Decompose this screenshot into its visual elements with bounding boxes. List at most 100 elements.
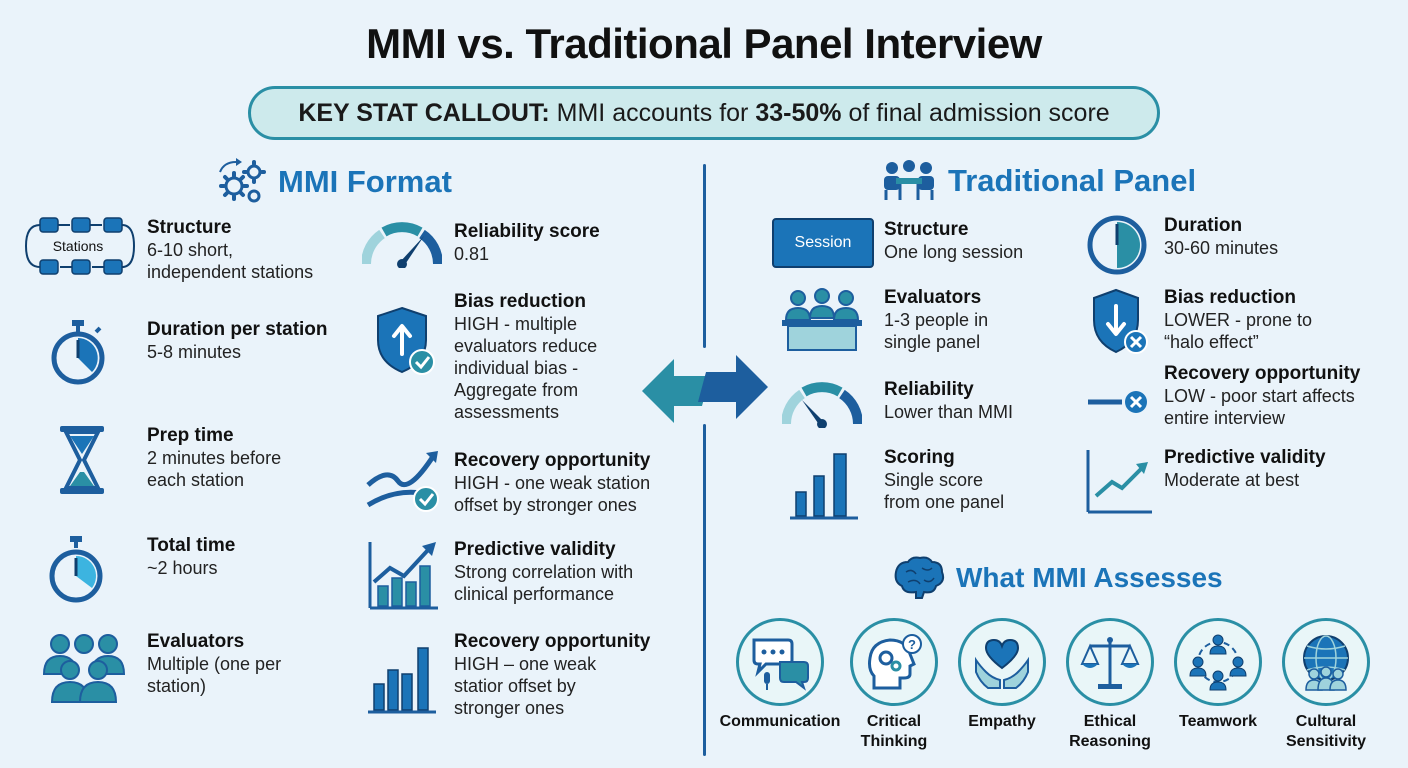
key-stat-callout: KEY STAT CALLOUT: MMI accounts for 33-50… <box>248 86 1160 140</box>
session-box-icon: Session <box>772 218 874 268</box>
item-value: 0.81 <box>454 244 490 264</box>
item-label: Recovery opportunity <box>454 631 651 652</box>
what-mmi-assesses-title: What MMI Assesses <box>956 562 1223 593</box>
item-label: Prep time <box>147 425 234 446</box>
assess-empathy: Empathy <box>947 618 1057 732</box>
item-label: Total time <box>147 535 236 556</box>
bar-chart-icon <box>366 630 438 714</box>
line-x-icon <box>1086 382 1150 422</box>
assess-cultural-sensitivity: Cultural Sensitivity <box>1271 618 1381 752</box>
item-label: Reliability <box>884 379 974 400</box>
swap-arrows-icon <box>640 354 770 424</box>
panel-meeting-icon <box>880 160 938 202</box>
center-divider-top <box>703 164 706 348</box>
assess-ethical-reasoning: Ethical Reasoning <box>1055 618 1165 752</box>
assess-critical-thinking: ? Critical Thinking <box>839 618 949 752</box>
heart-hands-icon <box>958 618 1046 706</box>
item-label: Structure <box>147 217 232 238</box>
traditional-panel-heading: Traditional Panel <box>880 160 1196 202</box>
mmi-format-title: MMI Format <box>278 164 452 199</box>
what-mmi-assesses-heading: What MMI Assesses <box>892 556 1223 600</box>
item-label: Bias reduction <box>1164 287 1296 308</box>
item-label: Evaluators <box>884 287 982 308</box>
gauge-icon <box>362 220 442 268</box>
shield-down-x-icon <box>1090 286 1150 356</box>
assess-label: Ethical Reasoning <box>1069 713 1151 750</box>
speech-bubbles-icon <box>736 618 824 706</box>
gauge-icon <box>782 380 862 428</box>
item-value: Strong correlation with clinical perform… <box>454 562 634 604</box>
recovery-curve-icon <box>364 449 442 515</box>
mmi-total-time-item: Total time ~2 hours <box>48 534 235 606</box>
item-value: 1-3 people in single panel <box>884 310 989 352</box>
item-label: Scoring <box>884 447 955 468</box>
item-label: Evaluators <box>147 631 245 652</box>
head-gears-icon: ? <box>850 618 938 706</box>
hourglass-icon <box>56 424 108 496</box>
item-value: One long session <box>884 242 1024 262</box>
item-label: Recovery opportunity <box>1164 363 1361 384</box>
mmi-format-heading: MMI Format <box>216 158 452 206</box>
item-label: Bias reduction <box>454 291 586 312</box>
assess-teamwork: Teamwork <box>1163 618 1273 732</box>
group-icon <box>40 630 128 704</box>
bar-chart-icon <box>790 446 860 520</box>
stations-icon-label: Stations <box>52 238 104 254</box>
item-label: Structure <box>884 219 969 240</box>
item-value: Moderate at best <box>1164 470 1300 490</box>
line-chart-icon <box>1084 446 1154 516</box>
svg-text:?: ? <box>908 637 916 652</box>
item-label: Predictive validity <box>1164 447 1326 468</box>
page-title: MMI vs. Traditional Panel Interview <box>366 20 1042 67</box>
session-box-label: Session <box>794 234 852 251</box>
panel-evaluators-item: Evaluators 1-3 people in single panel <box>780 286 988 354</box>
assess-label: Teamwork <box>1179 713 1257 730</box>
panel-recovery-item: Recovery opportunity LOW - poor start af… <box>1086 362 1360 429</box>
panel-table-icon <box>780 286 864 354</box>
item-value: HIGH - multiple evaluators reduce indivi… <box>454 314 598 422</box>
globe-people-icon <box>1282 618 1370 706</box>
shield-up-check-icon <box>374 304 438 378</box>
item-label: Recovery opportunity <box>454 450 651 471</box>
mmi-recovery-item-2: Recovery opportunity HIGH – one weak sta… <box>366 630 650 719</box>
item-value: LOW - poor start affects entire intervie… <box>1164 386 1355 428</box>
mmi-predictive-item: Predictive validity Strong correlation w… <box>366 538 633 612</box>
mmi-structure-item: Stations Structure 6-10 short, independe… <box>20 216 313 283</box>
callout-text-1: MMI accounts for <box>549 98 756 127</box>
stations-flow-icon: Stations <box>20 216 136 278</box>
assess-label: Communication <box>719 713 841 730</box>
team-circle-icon <box>1174 618 1262 706</box>
item-value: 6-10 short, independent stations <box>147 240 314 282</box>
panel-scoring-item: Scoring Single score from one panel <box>790 446 1004 520</box>
item-value: HIGH – one weak statior offset by strong… <box>454 654 597 718</box>
callout-text-2: of final admission score <box>841 98 1110 127</box>
item-value: ~2 hours <box>147 558 218 578</box>
stopwatch-icon <box>48 534 104 606</box>
gears-icon <box>216 158 268 206</box>
assess-communication: Communication <box>720 618 840 732</box>
traditional-panel-title: Traditional Panel <box>948 163 1197 198</box>
item-value: 2 minutes before each station <box>147 448 282 490</box>
item-label: Duration per station <box>147 319 328 340</box>
mmi-recovery-item: Recovery opportunity HIGH - one weak sta… <box>364 449 650 516</box>
scales-icon <box>1066 618 1154 706</box>
panel-duration-item: Duration 30-60 minutes <box>1086 214 1278 276</box>
callout-stat: 33-50% <box>755 98 842 127</box>
panel-reliability-item: Reliability Lower than MMI <box>782 378 1013 428</box>
mmi-prep-time-item: Prep time 2 minutes before each station <box>56 424 281 496</box>
assess-label: Critical Thinking <box>860 713 928 750</box>
mmi-duration-item: Duration per station 5-8 minutes <box>50 318 328 388</box>
growth-chart-icon <box>366 538 440 612</box>
stopwatch-icon <box>50 318 106 388</box>
assess-label: Cultural Sensitivity <box>1285 713 1367 750</box>
clock-icon <box>1086 214 1148 276</box>
mmi-evaluators-item: Evaluators Multiple (one per station) <box>40 630 281 704</box>
brain-icon <box>892 556 946 600</box>
item-label: Reliability score <box>454 221 600 242</box>
assess-label: Empathy <box>968 713 1036 730</box>
panel-structure-item: Session Structure One long session <box>772 218 1023 268</box>
item-value: Lower than MMI <box>884 402 1014 422</box>
center-divider-bottom <box>703 424 706 756</box>
item-value: Single score from one panel <box>884 470 1005 512</box>
panel-bias-item: Bias reduction LOWER - prone to “halo ef… <box>1090 286 1312 356</box>
